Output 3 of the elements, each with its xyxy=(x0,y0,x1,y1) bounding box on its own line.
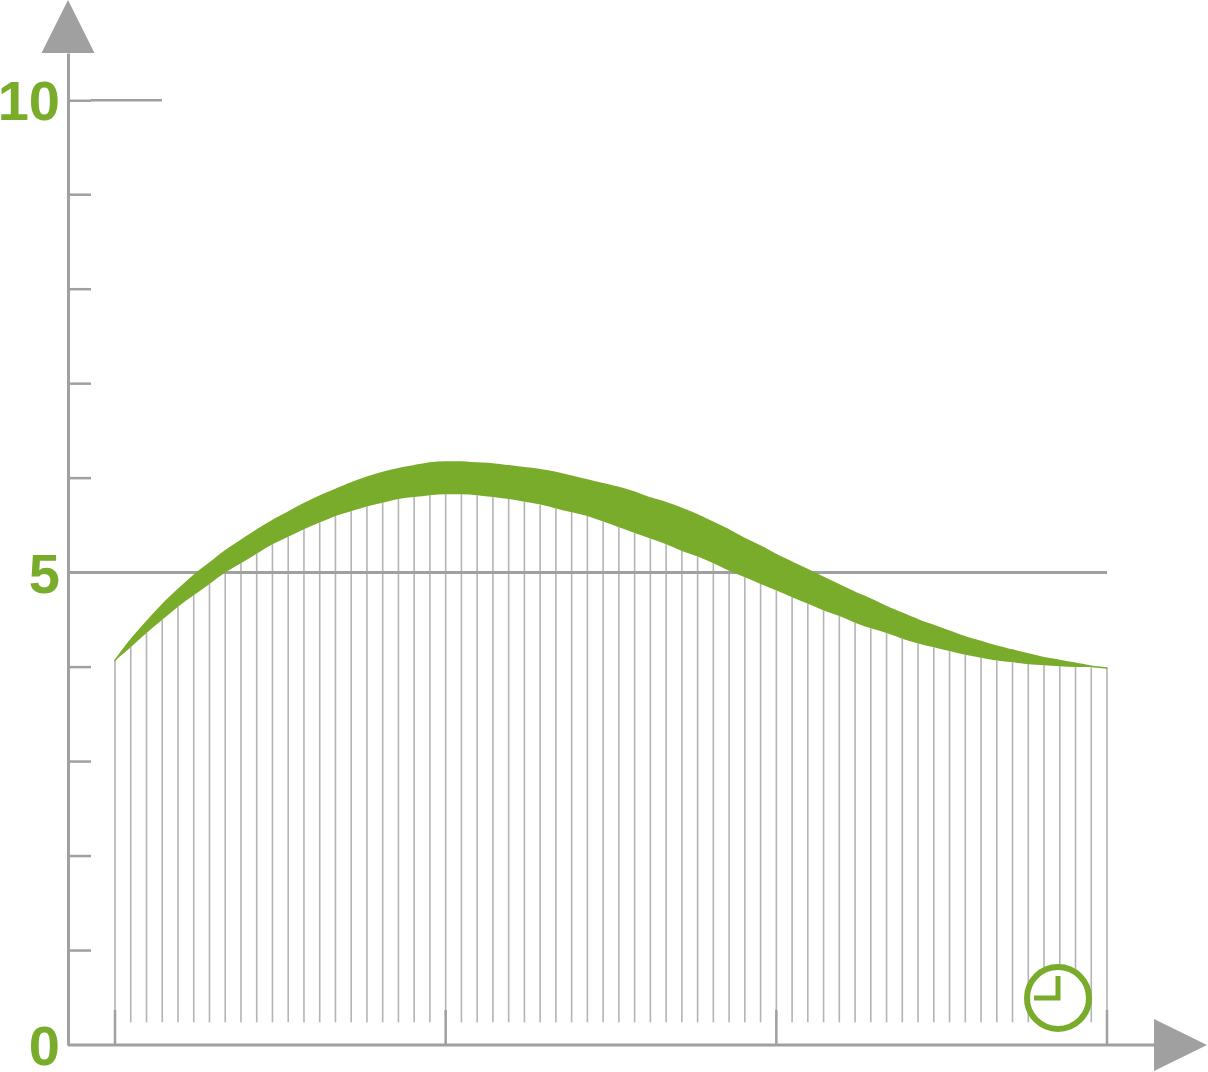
y-tick-label: 0 xyxy=(28,1014,60,1072)
y-tick-label: 10 xyxy=(0,69,60,133)
y-tick-label: 5 xyxy=(28,541,60,605)
